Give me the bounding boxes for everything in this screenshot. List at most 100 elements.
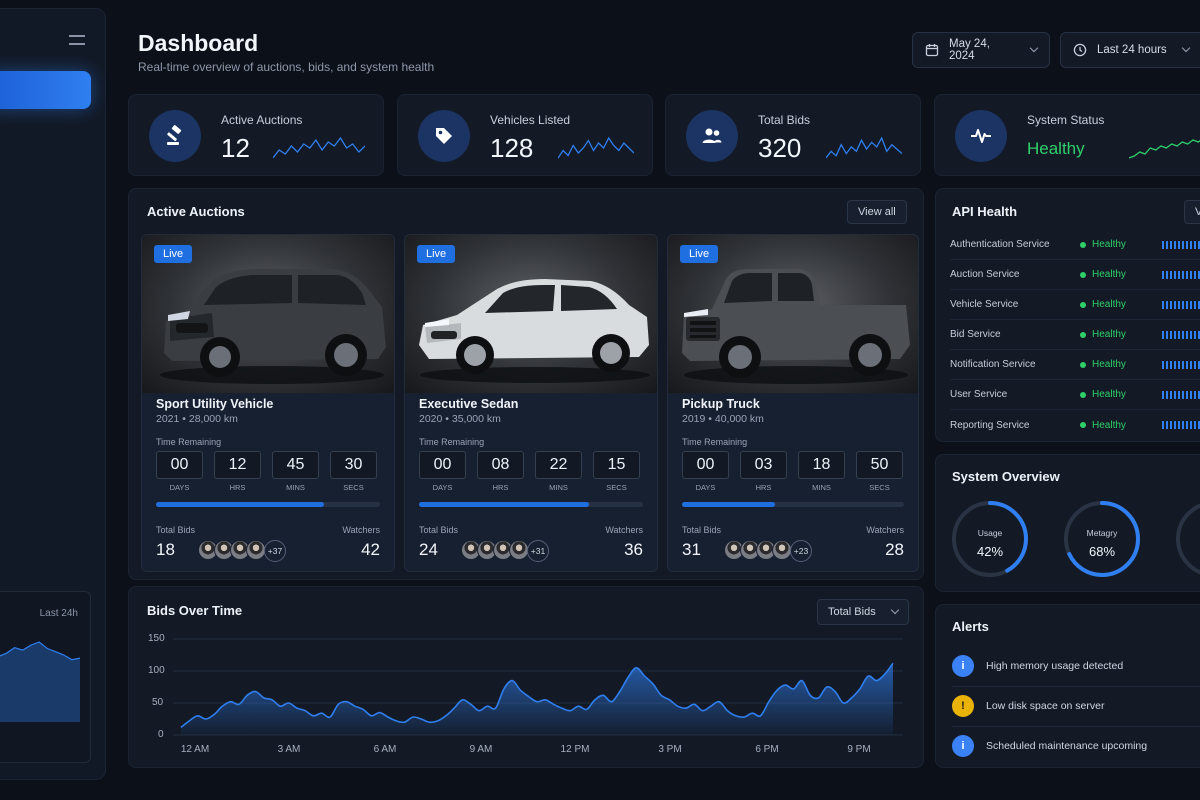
vehicle-photo: Live xyxy=(405,235,657,393)
menu-icon[interactable] xyxy=(69,35,85,45)
alert-item[interactable]: ! Low disk space on server xyxy=(952,686,1200,726)
uptime-bars xyxy=(1162,330,1200,339)
api-row: Vehicle Service Healthy xyxy=(950,290,1200,320)
date-picker[interactable]: May 24, 2024 xyxy=(912,32,1050,68)
time-remaining-label: Time Remaining xyxy=(419,437,485,447)
status-text: Healthy xyxy=(1092,419,1126,431)
total-bids-label: Total Bids xyxy=(682,525,722,535)
service-name: User Service xyxy=(950,389,1008,400)
unit-label: DAYS xyxy=(169,483,190,492)
gavel-icon xyxy=(149,110,201,162)
x-tick: 9 AM xyxy=(469,744,493,755)
auction-card[interactable]: Live Sport Utility Vehicle 2021 • 28,000… xyxy=(141,234,395,572)
status-dot xyxy=(1080,422,1086,428)
status-text: Healthy xyxy=(1092,389,1126,400)
bidder-avatars: +31 xyxy=(461,540,549,562)
status-dot xyxy=(1080,241,1086,248)
vehicle-meta: 2019 • 40,000 km xyxy=(682,413,764,425)
bidder-avatars: +37 xyxy=(198,540,286,562)
countdown-minutes: 22 xyxy=(535,451,582,479)
stat-sparkline xyxy=(558,136,634,159)
alert-item[interactable]: i Scheduled maintenance upcoming xyxy=(952,726,1200,766)
api-health-panel: API Health V Authentication Service Healt… xyxy=(935,188,1200,442)
sidebar-item-dashboard[interactable] xyxy=(0,71,91,109)
uptime-bars xyxy=(1162,270,1200,279)
api-health-menu-button[interactable]: V xyxy=(1184,200,1200,224)
uptime-bars xyxy=(1162,421,1200,429)
countdown: 00 DAYS 08 HRS 22 MINS 15 SECS xyxy=(419,451,640,492)
series-select[interactable]: Total Bids xyxy=(817,599,909,625)
countdown-hours: 08 xyxy=(477,451,524,479)
vehicle-meta: 2020 • 35,000 km xyxy=(419,413,501,425)
x-tick: 3 AM xyxy=(277,744,301,755)
countdown-days: 00 xyxy=(682,451,729,479)
gauge-arc xyxy=(1064,501,1140,577)
status-text: Healthy xyxy=(1092,329,1126,340)
unit-label: MINS xyxy=(549,483,568,492)
system-status-value: Healthy xyxy=(1027,139,1085,158)
countdown-minutes: 18 xyxy=(798,451,845,479)
sparkline-path xyxy=(1129,139,1200,159)
more-bidders-count[interactable]: +31 xyxy=(527,540,549,562)
total-bids-value: 18 xyxy=(156,540,175,559)
time-range-select[interactable]: Last 24 hours xyxy=(1060,32,1200,68)
api-row: User Service Healthy xyxy=(950,380,1200,410)
x-tick: 9 PM xyxy=(847,744,871,755)
view-all-button[interactable]: View all xyxy=(847,200,907,224)
series-line xyxy=(180,662,894,728)
status-text: Healthy xyxy=(1092,239,1126,250)
stat-sparkline xyxy=(1129,139,1200,159)
alert-item[interactable]: i High memory usage detected xyxy=(952,646,1200,686)
active-auctions-panel: Active Auctions View all Live Sport Util… xyxy=(128,188,924,580)
total-bids-value: 31 xyxy=(682,540,701,559)
unit-label: SECS xyxy=(343,483,364,492)
watchers-label: Watchers xyxy=(342,525,380,535)
vehicle-year: 2020 xyxy=(419,413,443,425)
service-name: Vehicle Service xyxy=(950,299,1019,310)
auction-progress xyxy=(156,502,380,507)
time-remaining-label: Time Remaining xyxy=(156,437,222,447)
warning-icon: ! xyxy=(952,695,974,717)
watchers-value: 36 xyxy=(624,540,643,559)
y-tick: 100 xyxy=(148,665,165,676)
more-bidders-count[interactable]: +23 xyxy=(790,540,812,562)
gauge-memory: Metagry 68% xyxy=(1064,501,1140,577)
chevron-down-icon xyxy=(1181,43,1190,53)
service-name: Notification Service xyxy=(950,359,1036,370)
status-dot xyxy=(1080,361,1086,368)
bidder-avatars: +23 xyxy=(724,540,812,562)
countdown-seconds: 30 xyxy=(330,451,377,479)
unit-label: HRS xyxy=(229,483,246,492)
unit-label: HRS xyxy=(492,483,509,492)
users-icon xyxy=(686,110,738,162)
section-title: API Health xyxy=(952,204,1018,219)
total-bids-label: Total Bids xyxy=(156,525,196,535)
unit-label: SECS xyxy=(869,483,890,492)
live-badge: Live xyxy=(417,245,456,263)
stat-card-total-bids: Total Bids 320 xyxy=(665,94,921,176)
vehicle-name: Executive Sedan xyxy=(419,397,519,411)
service-status: Healthy xyxy=(1080,329,1162,340)
section-title: System Overview xyxy=(952,469,1060,484)
alert-text: High memory usage detected xyxy=(986,660,1124,672)
unit-label: HRS xyxy=(755,483,772,492)
watchers-value: 28 xyxy=(885,540,904,559)
auction-card[interactable]: Live Executive Sedan 2020 • 35,000 km Ti… xyxy=(404,234,658,572)
live-badge: Live xyxy=(154,245,193,263)
auction-card[interactable]: Live Pickup Truck 2019 • 40,000 km Time … xyxy=(667,234,919,572)
vehicle-photo: Live xyxy=(142,235,394,393)
stat-sparkline xyxy=(826,136,902,159)
x-tick: 12 PM xyxy=(560,744,590,755)
unit-label: MINS xyxy=(286,483,305,492)
sparkline-path xyxy=(273,136,365,159)
more-bidders-count[interactable]: +37 xyxy=(264,540,286,562)
stat-label: Total Bids xyxy=(758,113,811,127)
gauge-value: 68% xyxy=(1089,544,1115,559)
pulse-icon xyxy=(955,110,1007,162)
stat-value: 128 xyxy=(490,133,534,163)
stat-label: Active Auctions xyxy=(221,113,303,127)
countdown-minutes: 45 xyxy=(272,451,319,479)
sidebar-sparkline xyxy=(0,641,81,722)
time-range-label: Last 24 hours xyxy=(1097,44,1167,56)
countdown: 00 DAYS 12 HRS 45 MINS 30 SECS xyxy=(156,451,377,492)
